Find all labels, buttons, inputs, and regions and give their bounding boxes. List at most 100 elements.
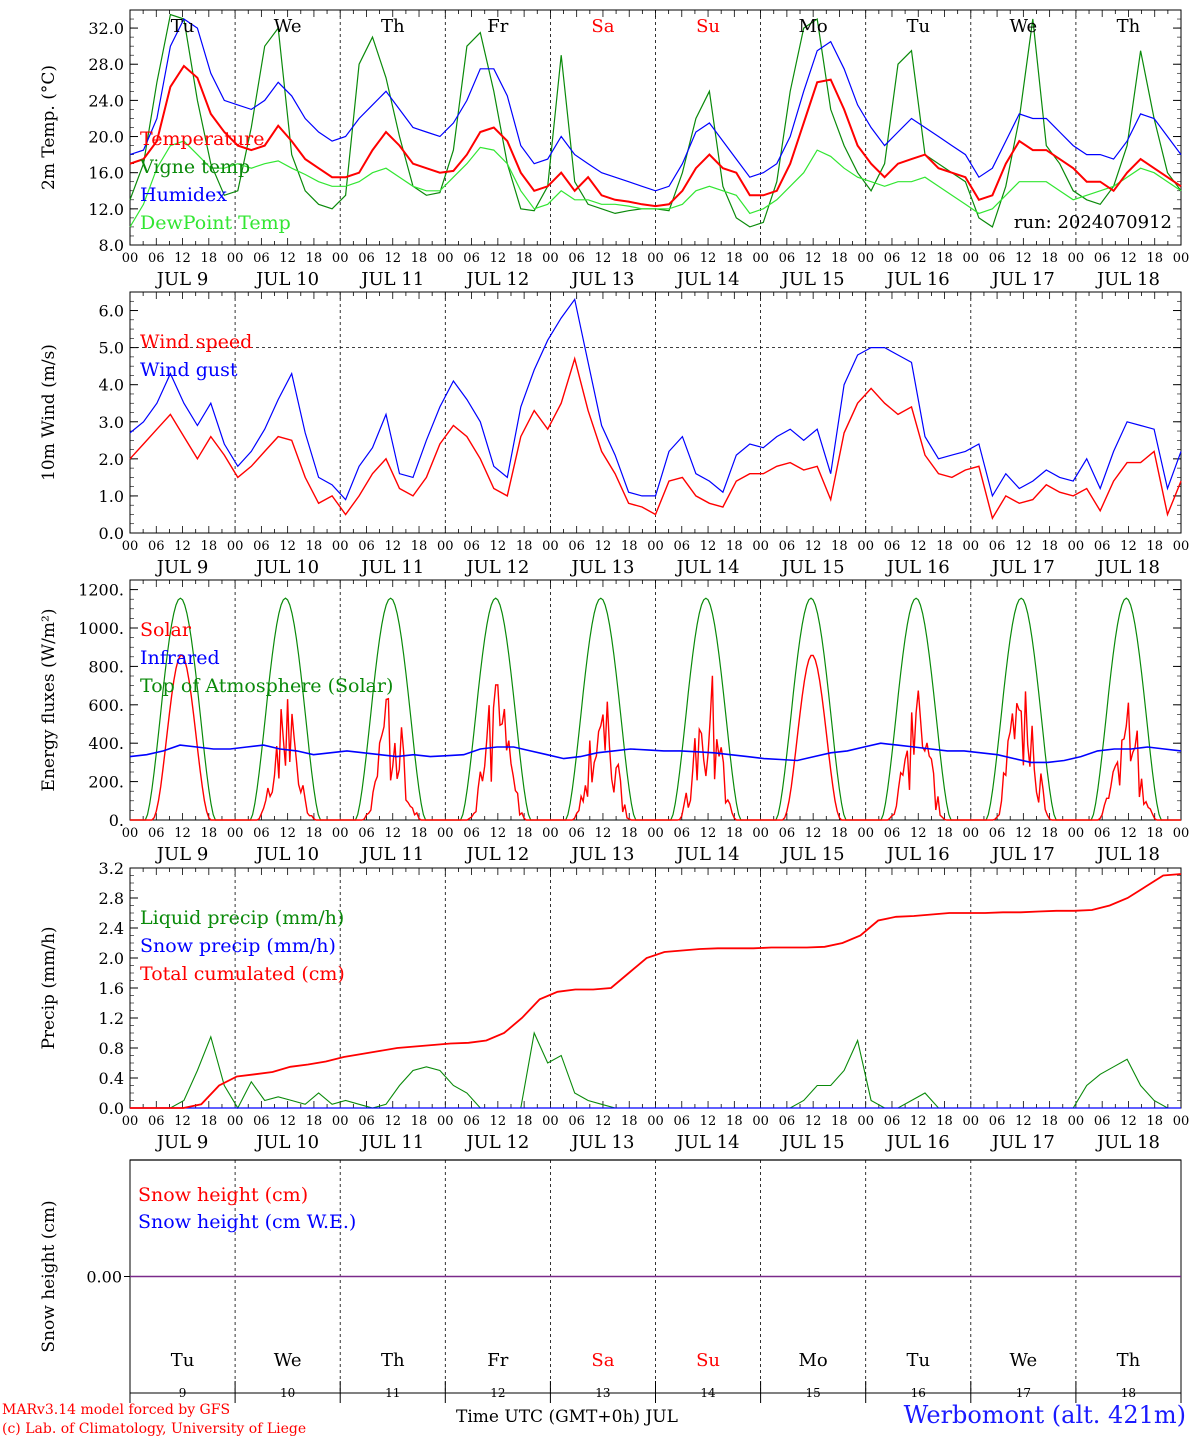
weekday-label: We xyxy=(274,16,302,37)
hour-label: 06 xyxy=(463,539,480,554)
legend-entry: Temperature xyxy=(140,128,264,150)
hour-label: 18 xyxy=(1041,826,1058,841)
weekday-label: Su xyxy=(696,16,720,37)
date-label: JUL 18 xyxy=(1095,1132,1160,1153)
date-label: JUL 11 xyxy=(359,844,424,865)
hour-label: 18 xyxy=(831,251,848,266)
y-tick-label: 20.0 xyxy=(88,128,124,147)
y-tick-label: 1200. xyxy=(78,581,124,600)
hour-label: 12 xyxy=(700,1114,717,1129)
hour-label: 00 xyxy=(1068,539,1085,554)
date-label: JUL 12 xyxy=(464,269,529,290)
weekday-label: Sa xyxy=(591,1350,614,1371)
hour-label: 06 xyxy=(674,1114,691,1129)
hour-label: 06 xyxy=(358,1114,375,1129)
hour-label: 06 xyxy=(1094,826,1111,841)
hour-label: 18 xyxy=(831,539,848,554)
hour-label: 12 xyxy=(384,251,401,266)
hour-label: 00 xyxy=(122,251,139,266)
hour-label: 00 xyxy=(227,251,244,266)
hour-label: 12 xyxy=(910,826,927,841)
day-number-label: 12 xyxy=(490,1386,505,1400)
hour-label: 00 xyxy=(332,826,349,841)
hour-label: 00 xyxy=(752,1114,769,1129)
hour-label: 18 xyxy=(1041,539,1058,554)
date-label: JUL 9 xyxy=(155,1132,209,1153)
y-tick-label: 400. xyxy=(88,734,124,753)
hour-label: 18 xyxy=(411,826,428,841)
y-tick-label: 600. xyxy=(88,696,124,715)
hour-label: 18 xyxy=(621,539,638,554)
hour-label: 06 xyxy=(358,826,375,841)
hour-label: 00 xyxy=(227,1114,244,1129)
y-tick-label: 2.8 xyxy=(99,889,124,908)
y-axis-label: Snow height (cm) xyxy=(39,1200,59,1352)
date-label: JUL 16 xyxy=(885,1132,950,1153)
lab-credit: (c) Lab. of Climatology, University of L… xyxy=(2,1421,307,1437)
series-line-infrared xyxy=(129,742,1182,764)
weekday-label: Mo xyxy=(799,16,828,37)
hour-label: 00 xyxy=(542,539,559,554)
hour-label: 00 xyxy=(963,826,980,841)
hour-label: 06 xyxy=(1094,251,1111,266)
hour-label: 00 xyxy=(752,251,769,266)
hour-label: 06 xyxy=(463,1114,480,1129)
hour-label: 18 xyxy=(831,1114,848,1129)
y-tick-label: 28.0 xyxy=(88,55,124,74)
hour-label: 06 xyxy=(779,1114,796,1129)
hour-label: 12 xyxy=(1120,1114,1137,1129)
y-tick-label: 0.0 xyxy=(99,1099,124,1118)
hour-label: 00 xyxy=(647,251,664,266)
hour-label: 18 xyxy=(621,251,638,266)
date-label: JUL 17 xyxy=(990,269,1055,290)
hour-label: 12 xyxy=(384,826,401,841)
hour-label: 00 xyxy=(332,251,349,266)
hour-label: 00 xyxy=(963,251,980,266)
y-tick-label: 2.0 xyxy=(99,450,124,469)
date-label: JUL 17 xyxy=(990,557,1055,578)
hour-label: 18 xyxy=(621,826,638,841)
hour-label: 18 xyxy=(936,1114,953,1129)
y-tick-label: 800. xyxy=(88,657,124,676)
date-label: JUL 11 xyxy=(359,1132,424,1153)
hour-label: 12 xyxy=(384,1114,401,1129)
hour-label: 12 xyxy=(1015,251,1032,266)
hour-label: 00 xyxy=(1173,539,1190,554)
date-label: JUL 13 xyxy=(569,1132,634,1153)
hour-label: 00 xyxy=(1173,826,1190,841)
y-tick-label: 2.0 xyxy=(99,949,124,968)
hour-label: 12 xyxy=(1015,1114,1032,1129)
hour-label: 12 xyxy=(490,1114,507,1129)
weekday-label: We xyxy=(274,1350,302,1371)
legend-entry: Top of Atmosphere (Solar) xyxy=(140,675,393,697)
y-tick-label: 32.0 xyxy=(88,19,124,38)
hour-label: 18 xyxy=(936,251,953,266)
legend-entry: Snow height (cm) xyxy=(138,1184,308,1206)
hour-label: 18 xyxy=(621,1114,638,1129)
hour-label: 06 xyxy=(568,539,585,554)
y-tick-label: 3.2 xyxy=(99,859,124,878)
y-tick-label: 2.4 xyxy=(99,919,124,938)
series-line-wind-gust xyxy=(129,297,1182,501)
time-axis-caption: Time UTC (GMT+0h) JUL xyxy=(456,1407,678,1427)
series-line-humidex xyxy=(129,18,1182,192)
hour-label: 12 xyxy=(805,826,822,841)
y-tick-label: 0.8 xyxy=(99,1039,124,1058)
hour-label: 00 xyxy=(1173,1114,1190,1129)
hour-label: 18 xyxy=(936,539,953,554)
hour-label: 06 xyxy=(358,251,375,266)
hour-label: 06 xyxy=(989,826,1006,841)
y-tick-label: 0. xyxy=(109,811,124,830)
hour-label: 12 xyxy=(174,251,191,266)
hour-label: 12 xyxy=(595,539,612,554)
y-tick-label: 8.0 xyxy=(99,236,124,255)
hour-label: 00 xyxy=(752,539,769,554)
weekday-label: Th xyxy=(1117,1350,1141,1371)
hour-label: 06 xyxy=(463,826,480,841)
y-tick-label: 24.0 xyxy=(88,91,124,110)
hour-label: 00 xyxy=(542,251,559,266)
hour-label: 12 xyxy=(595,1114,612,1129)
hour-label: 00 xyxy=(437,251,454,266)
date-label: JUL 15 xyxy=(780,269,845,290)
hour-label: 06 xyxy=(989,539,1006,554)
